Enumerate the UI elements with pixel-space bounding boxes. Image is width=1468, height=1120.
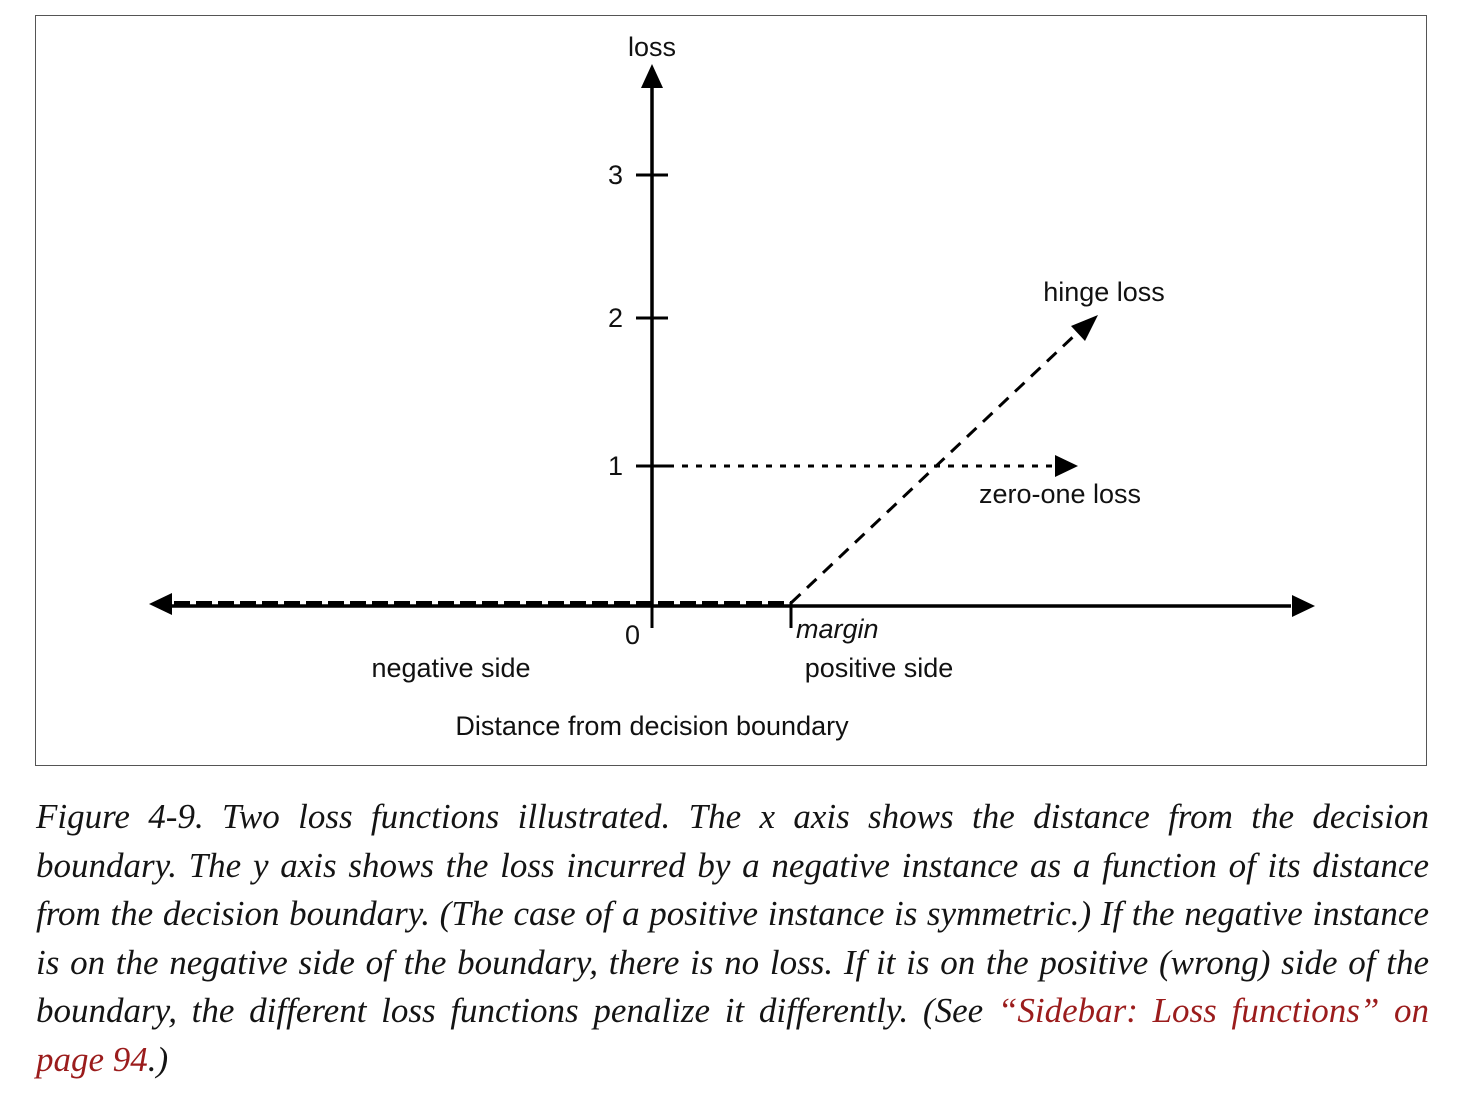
figure-frame: loss 3 2 1 0 margin negative side positi… [35, 15, 1427, 766]
y-tick-label-1: 1 [608, 451, 623, 481]
figure-caption: Figure 4-9. Two loss functions illustrat… [36, 793, 1429, 1084]
hinge-loss-label: hinge loss [1043, 277, 1165, 307]
hinge-loss-arrow [1071, 315, 1098, 341]
x-axis-right-arrow [1292, 595, 1315, 617]
zero-one-loss-label: zero-one loss [979, 479, 1141, 509]
y-axis-arrow [641, 64, 663, 88]
hinge-loss-rising-segment [789, 332, 1078, 605]
loss-functions-diagram: loss 3 2 1 0 margin negative side positi… [149, 32, 1315, 741]
margin-label: margin [796, 614, 879, 644]
y-tick-label-2: 2 [608, 303, 623, 333]
y-tick-label-3: 3 [608, 160, 623, 190]
caption-text: Figure 4-9. Two loss functions illustrat… [36, 797, 1429, 1030]
y-axis-label: loss [628, 32, 676, 62]
sidebar-link[interactable]: “Sidebar: Loss functions” on page 94 [36, 991, 1429, 1079]
origin-label: 0 [625, 620, 640, 650]
caption-suffix: .) [147, 1039, 169, 1079]
zero-one-loss-arrow [1055, 455, 1078, 477]
negative-side-label: negative side [371, 653, 530, 683]
x-axis-left-arrow [149, 593, 172, 615]
positive-side-label: positive side [805, 653, 954, 683]
x-axis-label: Distance from decision boundary [455, 711, 849, 741]
